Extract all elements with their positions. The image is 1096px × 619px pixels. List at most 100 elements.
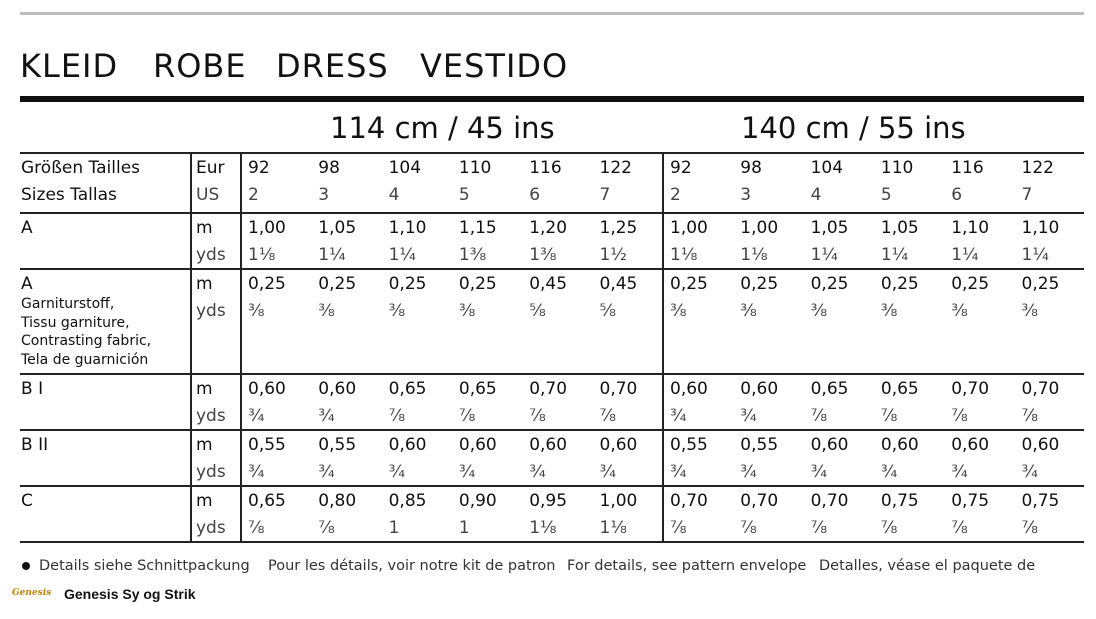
note: Pour les détails, voir notre kit de patr… — [268, 558, 556, 574]
value-m: 0,65 — [880, 379, 919, 399]
title-rule — [20, 96, 1084, 102]
value-m: 0,70 — [1021, 379, 1060, 399]
top-rule — [20, 12, 1084, 15]
size-eur: 116 — [529, 158, 562, 178]
note: For details, see pattern envelope — [567, 558, 807, 574]
size-eur: 110 — [880, 158, 914, 178]
unit: m — [196, 435, 213, 455]
value-m: 0,25 — [810, 274, 849, 294]
value-m: 0,55 — [740, 435, 779, 455]
value-yds: 1¼ — [388, 245, 416, 265]
value-m: 1,00 — [599, 491, 638, 511]
value-yds: 1¼ — [1021, 245, 1049, 265]
value-m: 0,75 — [880, 491, 919, 511]
value-yds: ⅞ — [1021, 406, 1038, 426]
value-m: 0,70 — [951, 379, 990, 399]
row-sublabel: Tela de guarnición — [21, 351, 149, 368]
value-m: 1,10 — [951, 218, 990, 238]
value-yds: ⅞ — [810, 406, 828, 426]
row-label: A — [21, 218, 33, 238]
value-yds: ¾ — [599, 462, 616, 482]
size-us: 6 — [951, 185, 963, 205]
value-yds: ⅜ — [388, 301, 406, 321]
value-yds: 1⅛ — [670, 245, 698, 265]
value-yds: ⅞ — [529, 406, 546, 426]
value-yds: 1¼ — [880, 245, 909, 265]
row-label: B II — [21, 435, 49, 455]
value-yds: 1¼ — [951, 245, 979, 265]
value-yds: ⅜ — [740, 301, 757, 321]
value-yds: ¾ — [670, 406, 687, 426]
value-yds: ¾ — [318, 406, 335, 426]
value-yds: ⅝ — [529, 301, 546, 321]
value-yds: ¾ — [388, 462, 406, 482]
size-eur: 122 — [1021, 158, 1054, 178]
value-yds: ¾ — [670, 462, 687, 482]
size-eur: 98 — [318, 158, 340, 178]
value-yds: 1⅜ — [458, 245, 487, 265]
value-m: 0,65 — [248, 491, 286, 511]
value-m: 0,65 — [810, 379, 849, 399]
column-rule — [190, 152, 192, 541]
value-yds: ⅜ — [248, 301, 265, 321]
value-yds: ¾ — [810, 462, 828, 482]
value-m: 0,60 — [458, 435, 497, 455]
value-m: 0,70 — [740, 491, 779, 511]
value-m: 0,25 — [951, 274, 990, 294]
header-label: Sizes Tallas — [21, 185, 117, 205]
value-m: 0,55 — [318, 435, 357, 455]
size-us: 4 — [810, 185, 822, 205]
value-m: 0,75 — [1021, 491, 1060, 511]
value-yds: ⅞ — [248, 518, 265, 538]
row-rule — [20, 485, 1084, 487]
value-yds: ¾ — [740, 406, 757, 426]
unit: yds — [196, 406, 226, 426]
unit: m — [196, 274, 213, 294]
value-yds: ⅜ — [670, 301, 687, 321]
value-m: 0,25 — [458, 274, 497, 294]
title-word: VESTIDO — [420, 47, 569, 85]
value-m: 0,90 — [458, 491, 497, 511]
value-m: 0,55 — [248, 435, 286, 455]
value-m: 0,60 — [951, 435, 990, 455]
row-sublabel: Tissu garniture, — [21, 314, 130, 331]
value-yds: 1 — [388, 518, 400, 538]
value-yds: ⅞ — [951, 518, 968, 538]
row-rule — [20, 373, 1084, 375]
note: Details siehe Schnittpackung — [39, 558, 250, 574]
size-us: 2 — [248, 185, 259, 205]
unit: yds — [196, 301, 226, 321]
size-eur: 92 — [670, 158, 692, 178]
value-yds: 1⅛ — [248, 245, 276, 265]
value-yds: ⅞ — [599, 406, 616, 426]
size-us: 4 — [388, 185, 400, 205]
size-us: 2 — [670, 185, 681, 205]
value-yds: 1⅛ — [740, 245, 768, 265]
brand-logo: Genesis — [12, 588, 52, 598]
size-eur: 104 — [810, 158, 844, 178]
row-label: C — [21, 491, 33, 511]
value-m: 1,05 — [318, 218, 357, 238]
size-eur: 104 — [388, 158, 422, 178]
header-unit: US — [196, 185, 220, 205]
size-us: 3 — [318, 185, 330, 205]
value-m: 0,60 — [740, 379, 779, 399]
value-m: 0,25 — [388, 274, 427, 294]
unit: m — [196, 379, 213, 399]
size-eur: 98 — [740, 158, 762, 178]
value-m: 0,85 — [388, 491, 427, 511]
value-yds: ⅞ — [670, 518, 687, 538]
row-rule — [20, 152, 1084, 154]
value-yds: 1⅛ — [529, 518, 557, 538]
size-us: 3 — [740, 185, 752, 205]
width-heading: 140 cm / 55 ins — [741, 111, 966, 145]
row-rule — [20, 429, 1084, 431]
value-m: 0,60 — [388, 435, 427, 455]
value-yds: 1½ — [599, 245, 627, 265]
value-m: 0,25 — [670, 274, 708, 294]
width-heading: 114 cm / 45 ins — [330, 111, 555, 145]
value-m: 0,60 — [599, 435, 638, 455]
column-rule — [662, 152, 664, 541]
value-m: 1,05 — [880, 218, 919, 238]
